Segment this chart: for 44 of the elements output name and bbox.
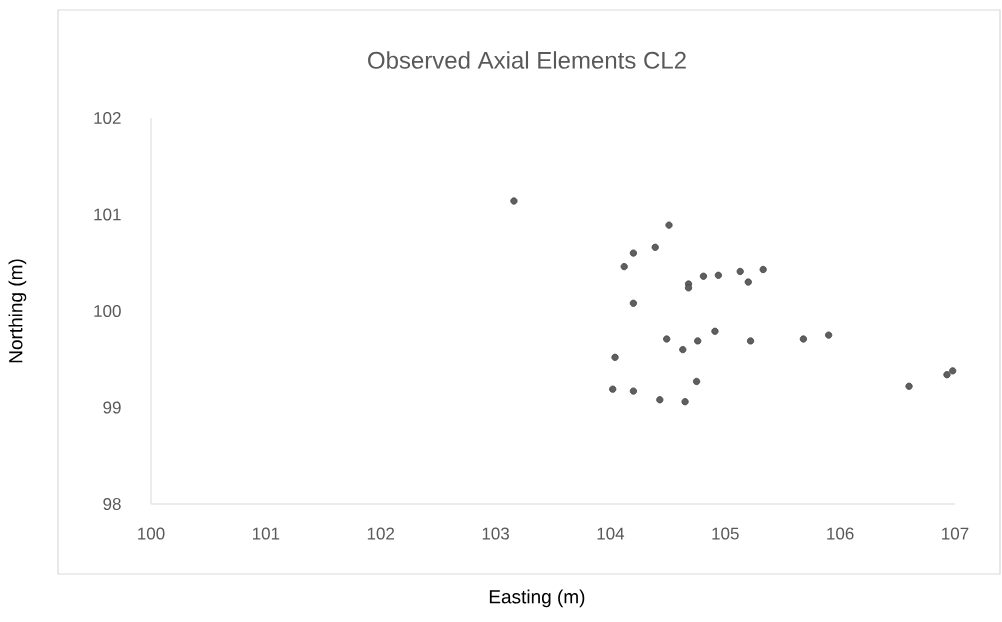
point: [692, 377, 701, 386]
x-axis-title: Easting (m): [489, 589, 585, 608]
y-axis-title: Northing (m): [8, 259, 27, 363]
point: [611, 353, 619, 361]
x-tick-label: 104: [597, 527, 625, 540]
point: [694, 337, 702, 345]
x-tick-label: 105: [712, 527, 739, 540]
point: [949, 367, 957, 375]
point: [629, 299, 637, 307]
x-tick-label: 107: [942, 527, 969, 540]
point: [663, 335, 671, 343]
y-tick-label: 99: [103, 401, 121, 414]
point: [609, 385, 617, 393]
point: [943, 371, 951, 379]
point: [510, 197, 518, 205]
x-tick-label: 106: [827, 527, 854, 540]
point: [684, 284, 693, 292]
point: [679, 346, 687, 354]
point: [656, 396, 664, 404]
x-tick-label: 101: [252, 527, 280, 540]
point: [905, 382, 913, 390]
chart-title: Observed Axial Elements CL2: [368, 51, 686, 69]
point: [629, 249, 637, 257]
x-tick-label: 103: [482, 527, 509, 540]
point: [759, 265, 767, 274]
point: [629, 387, 637, 395]
point: [736, 267, 744, 276]
point: [699, 272, 708, 280]
y-tick-label: 98: [103, 497, 121, 511]
point: [651, 243, 659, 251]
point: [744, 278, 752, 286]
x-tick-label: 100: [138, 527, 165, 540]
x-tick-label: 102: [367, 527, 395, 540]
point: [665, 221, 673, 229]
y-tick-label: 102: [94, 111, 121, 125]
y-tick-label: 100: [94, 304, 121, 318]
point: [620, 263, 628, 271]
point: [681, 398, 689, 406]
point: [799, 335, 807, 343]
point: [746, 337, 755, 345]
point: [825, 331, 833, 339]
point: [714, 271, 722, 279]
point: [711, 327, 719, 335]
y-tick-label: 101: [94, 208, 121, 221]
